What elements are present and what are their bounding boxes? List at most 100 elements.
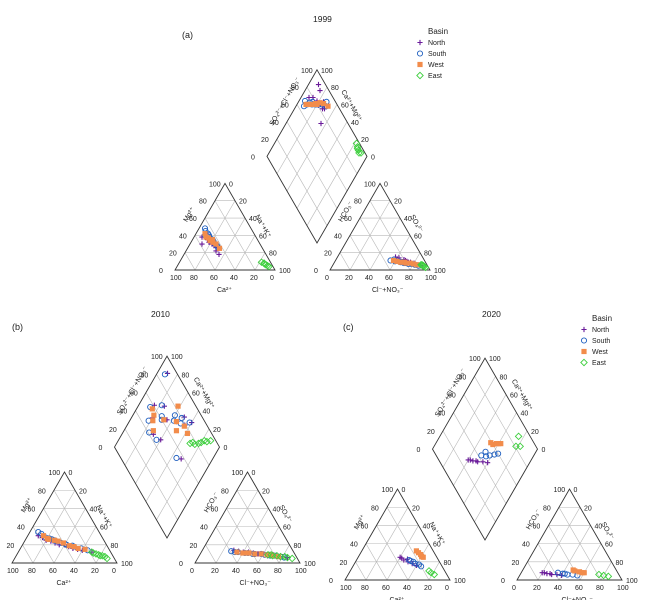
b-cation-bottom-tick: 0 (112, 568, 116, 575)
a-diamond-upper-left-label: SO₄²⁻+Cl⁻+NO₃⁻ (269, 76, 302, 127)
b-anion-right-tick: 0 (252, 470, 256, 477)
a-west-diamond-point (320, 100, 327, 107)
c-legend-label-east: East (592, 360, 606, 367)
c-south-cation-point (418, 563, 425, 570)
c-anion-left-tick: 0 (501, 578, 505, 585)
c-diamond-left-tick: 20 (427, 429, 435, 436)
c-diamond-left-tick: 80 (459, 374, 467, 381)
a-west-anion-point (407, 260, 413, 266)
c-legend-label-south: South (592, 338, 610, 345)
c-anion-bottom-tick: 100 (617, 585, 629, 592)
b-cation-right-tick: 20 (79, 488, 87, 495)
b-cation-right-tick: 40 (90, 506, 98, 513)
b-title: 2010 (151, 309, 170, 319)
c-anion-bottom-tick: 40 (554, 585, 562, 592)
a-cation-bottom-tick: 20 (250, 275, 258, 282)
c-cation-left-tick: 80 (371, 505, 379, 512)
a-legend-marker-west (417, 61, 423, 68)
b-east-anion-point (280, 552, 289, 561)
a-legend: Basin North South West East (416, 27, 448, 80)
a-cation-bottom-tick: 0 (270, 275, 274, 282)
a-legend-marker-south (416, 50, 424, 57)
b-south-diamond-point (171, 412, 178, 419)
b-anion-left-tick: 80 (221, 488, 229, 495)
a-west-diamond-point (314, 101, 320, 108)
b-cation-bottom-axis-label: Ca²⁺ (57, 579, 72, 587)
b-north-cation-point (89, 549, 95, 555)
a-series-east (257, 139, 430, 272)
a-diamond-left-tick: 40 (271, 120, 279, 127)
c-series-east (425, 432, 613, 581)
a-diamond-right-tick: 100 (321, 68, 333, 75)
c-legend: Basin North South West East (580, 314, 612, 367)
c-anion-triangle: 020406080100020406080100100806040200Cl⁻+… (501, 487, 638, 600)
a-north-diamond-point (315, 81, 322, 88)
b-cation-bottom-tick: 80 (28, 568, 36, 575)
c-anion-right-tick: 80 (616, 560, 624, 567)
a-anion-left-tick: 60 (344, 216, 352, 223)
c-cation-right-tick: 20 (412, 505, 420, 512)
b-cation-right-tick: 60 (100, 525, 108, 532)
c-series-south (405, 448, 581, 579)
b-cation-bottom-tick: 40 (70, 568, 78, 575)
c-legend-marker-south (580, 337, 588, 344)
a-west-anion-point (390, 257, 397, 264)
a-legend-label-east: East (428, 73, 442, 80)
a-anion-right-tick: 100 (434, 268, 446, 275)
c-north-diamond-point (480, 459, 486, 465)
c-legend-marker-north (581, 326, 587, 333)
c-anion-bottom-axis-label: Cl⁻+NO₃⁻ (562, 597, 594, 600)
c-east-diamond-point (514, 432, 523, 441)
a-anion-right-tick: 60 (414, 233, 422, 240)
a-cation-left-tick: 80 (199, 199, 207, 206)
c-north-anion-point (541, 570, 547, 576)
c-cation-bottom-tick: 20 (424, 585, 432, 592)
c-south-anion-point (561, 570, 568, 577)
b-cation-triangle: 100806040200020406080100100806040200Ca²⁺… (7, 470, 133, 587)
a-east-diamond-point (353, 144, 362, 153)
a-cation-bottom-tick: 40 (230, 275, 238, 282)
a-north-diamond-point (306, 94, 312, 101)
a-anion-left-tick: 0 (314, 268, 318, 275)
a-diamond-left-tick: 20 (261, 137, 269, 144)
b-east-cation-point (89, 549, 98, 557)
c-south-diamond-point (491, 451, 498, 458)
b-anion-right-tick: 40 (273, 506, 281, 513)
c-anion-left-tick: 80 (543, 505, 551, 512)
b-south-diamond-point (158, 402, 165, 409)
b-west-anion-point (252, 551, 258, 557)
b-east-cation-point (96, 551, 105, 560)
a-anion-right-tick: 80 (424, 251, 432, 258)
a-anion-right-tick: 20 (394, 199, 402, 206)
a-anion-right-tick: 40 (404, 216, 412, 223)
a-anion-left-tick: 40 (334, 233, 342, 240)
b-west-diamond-point (150, 418, 156, 424)
c-anion-right-tick: 20 (584, 505, 592, 512)
a-west-anion-point (397, 259, 404, 265)
b-diamond-left-tick: 40 (120, 409, 128, 416)
c-south-diamond-point (482, 448, 489, 455)
b-east-diamond-point (186, 439, 194, 448)
b-west-cation-point (60, 540, 67, 546)
a-west-diamond-point (303, 101, 309, 108)
a-anion-left-tick: 80 (354, 199, 362, 206)
c-cation-left-tick: 20 (340, 560, 348, 567)
b-west-diamond-point (151, 412, 157, 418)
b-east-cation-point (98, 551, 107, 560)
a-anion-bottom-tick: 100 (425, 275, 437, 282)
b-diamond-right-tick: 20 (213, 427, 221, 434)
c-south-diamond-point (482, 453, 490, 460)
b-diamond-right-tick: 100 (171, 354, 183, 361)
b-west-cation-point (44, 535, 50, 542)
c-anion-right-tick: 40 (595, 523, 603, 530)
c-north-diamond-point (485, 460, 491, 466)
a-anion-bottom-tick: 0 (325, 275, 329, 282)
c-west-diamond-point (488, 440, 494, 446)
c-anion-left-tick: 40 (522, 542, 530, 549)
b-diamond-right-tick: 0 (224, 445, 228, 452)
b-cation-left-tick: 80 (38, 488, 46, 495)
c-north-diamond-point (473, 458, 479, 464)
a-east-anion-point (417, 260, 425, 269)
c-north-anion-point (547, 571, 553, 577)
